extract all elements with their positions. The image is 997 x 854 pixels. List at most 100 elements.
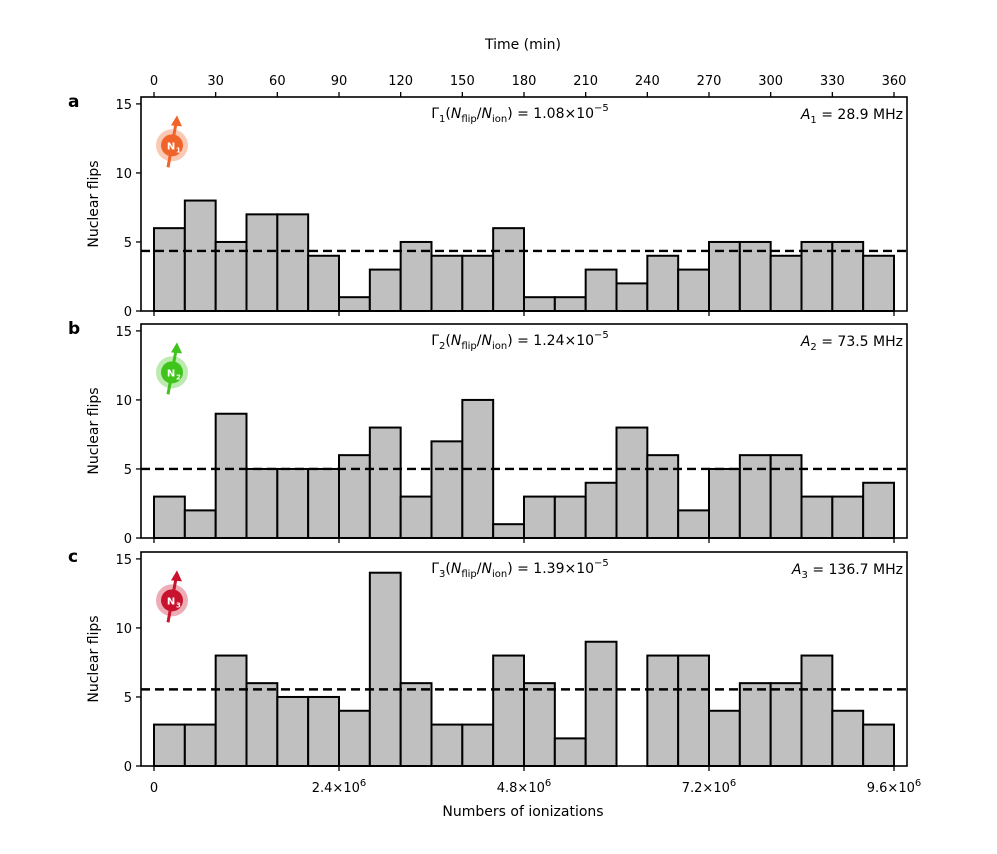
- bar: [553, 495, 587, 540]
- bar: [800, 495, 834, 540]
- y-tick-label: 15: [115, 98, 132, 113]
- bar: [245, 682, 279, 768]
- spin-n1-icon: N 1: [156, 115, 188, 168]
- flip-rate-annotation: Γ2(Nflip/Nion) = 1.24×10−5: [431, 330, 609, 352]
- top-tick-label: 30: [207, 74, 224, 89]
- bar: [492, 227, 525, 312]
- top-tick-label: 270: [697, 74, 722, 89]
- bar: [831, 709, 865, 767]
- bar: [523, 296, 556, 312]
- y-tick-label: 10: [115, 394, 132, 409]
- spin-label: N: [167, 368, 175, 379]
- bar: [183, 509, 217, 539]
- bar: [183, 723, 217, 767]
- spin-label: N: [167, 596, 175, 607]
- top-tick-label: 60: [269, 74, 286, 89]
- flip-rate-annotation: Γ1(Nflip/Nion) = 1.08×10−5: [431, 103, 609, 125]
- bar: [800, 240, 834, 312]
- bar: [276, 467, 310, 539]
- bar: [368, 426, 402, 540]
- bar: [461, 723, 495, 767]
- panel-c: c 0 5 10 15 Nuclear flips N 3 Γ3(Nflip/Nion…: [68, 547, 908, 775]
- y-axis-title: Nuclear flips: [86, 160, 102, 247]
- bar: [523, 682, 556, 768]
- bar: [276, 695, 310, 767]
- bar: [430, 254, 464, 313]
- bar: [738, 682, 772, 768]
- bottom-axis-title: Numbers of ionizations: [442, 804, 603, 820]
- bar: [677, 268, 711, 313]
- top-tick-label: 150: [450, 74, 475, 89]
- bar: [307, 254, 340, 313]
- top-tick-label: 210: [573, 74, 598, 89]
- bar: [153, 227, 186, 312]
- bar: [338, 296, 371, 312]
- top-tick-label: 240: [635, 74, 660, 89]
- bar: [646, 254, 680, 313]
- top-tick-label: 180: [512, 74, 537, 89]
- bar: [646, 454, 680, 539]
- flip-rate-annotation: Γ3(Nflip/Nion) = 1.39×10−5: [431, 558, 609, 580]
- bar: [738, 454, 772, 539]
- bar: [214, 240, 248, 312]
- y-tick-label: 5: [124, 463, 132, 478]
- spin-index: 2: [176, 373, 181, 381]
- y-tick-label: 0: [124, 305, 132, 320]
- bar: [831, 495, 865, 540]
- bar: [430, 440, 464, 539]
- bar: [615, 426, 649, 540]
- hyperfine-annotation: A2 = 73.5 MHz: [800, 334, 903, 353]
- bar: [708, 467, 741, 539]
- bar: [430, 723, 464, 767]
- top-tick-label: 360: [882, 74, 907, 89]
- bar: [399, 240, 433, 312]
- bar: [183, 199, 217, 312]
- bar: [584, 640, 618, 768]
- bar: [523, 495, 556, 540]
- bar: [307, 695, 340, 767]
- x-tick-label: 0: [150, 781, 158, 796]
- bars: [153, 199, 896, 313]
- bar: [769, 454, 803, 539]
- x-tick-label: 9.6×106: [867, 778, 921, 796]
- bar: [584, 268, 618, 313]
- bar: [368, 268, 402, 313]
- panel-b: b 0 5 10 15 Nuclear flips N 2 Γ2(Nflip/Nion…: [68, 319, 908, 547]
- bar: [708, 709, 741, 767]
- top-axis-title: Time (min): [484, 37, 561, 53]
- bar: [800, 654, 834, 768]
- bar: [862, 481, 896, 540]
- spin-label: N: [167, 141, 175, 152]
- bar: [738, 240, 772, 312]
- bar: [245, 467, 279, 539]
- bar: [862, 723, 896, 767]
- bottom-axis: 0 2.4×106 4.8×106 7.2×106 9.6×106: [150, 778, 921, 796]
- bar: [769, 254, 803, 313]
- bar: [153, 495, 186, 540]
- top-tick-label: 0: [150, 74, 158, 89]
- spin-index: 3: [176, 601, 181, 609]
- y-tick-label: 5: [124, 236, 132, 251]
- bar: [769, 682, 803, 768]
- bar: [399, 682, 433, 768]
- hyperfine-annotation: A1 = 28.9 MHz: [800, 107, 903, 126]
- bar: [276, 213, 310, 313]
- spin-index: 1: [176, 146, 181, 154]
- y-tick-label: 5: [124, 691, 132, 706]
- bar: [214, 412, 248, 540]
- panel-letter: c: [68, 547, 78, 567]
- bar: [338, 709, 371, 767]
- y-axis: 0 5 10 15: [115, 325, 895, 547]
- bar: [584, 481, 618, 540]
- bar: [399, 495, 433, 540]
- y-tick-label: 15: [115, 325, 132, 340]
- y-axis-title: Nuclear flips: [86, 615, 102, 702]
- bar: [492, 523, 525, 539]
- x-tick-label: 2.4×106: [312, 778, 366, 796]
- y-tick-label: 0: [124, 532, 132, 547]
- y-axis: 0 5 10 15: [115, 553, 895, 775]
- bar: [862, 254, 896, 313]
- bar: [646, 654, 680, 768]
- y-tick-label: 0: [124, 760, 132, 775]
